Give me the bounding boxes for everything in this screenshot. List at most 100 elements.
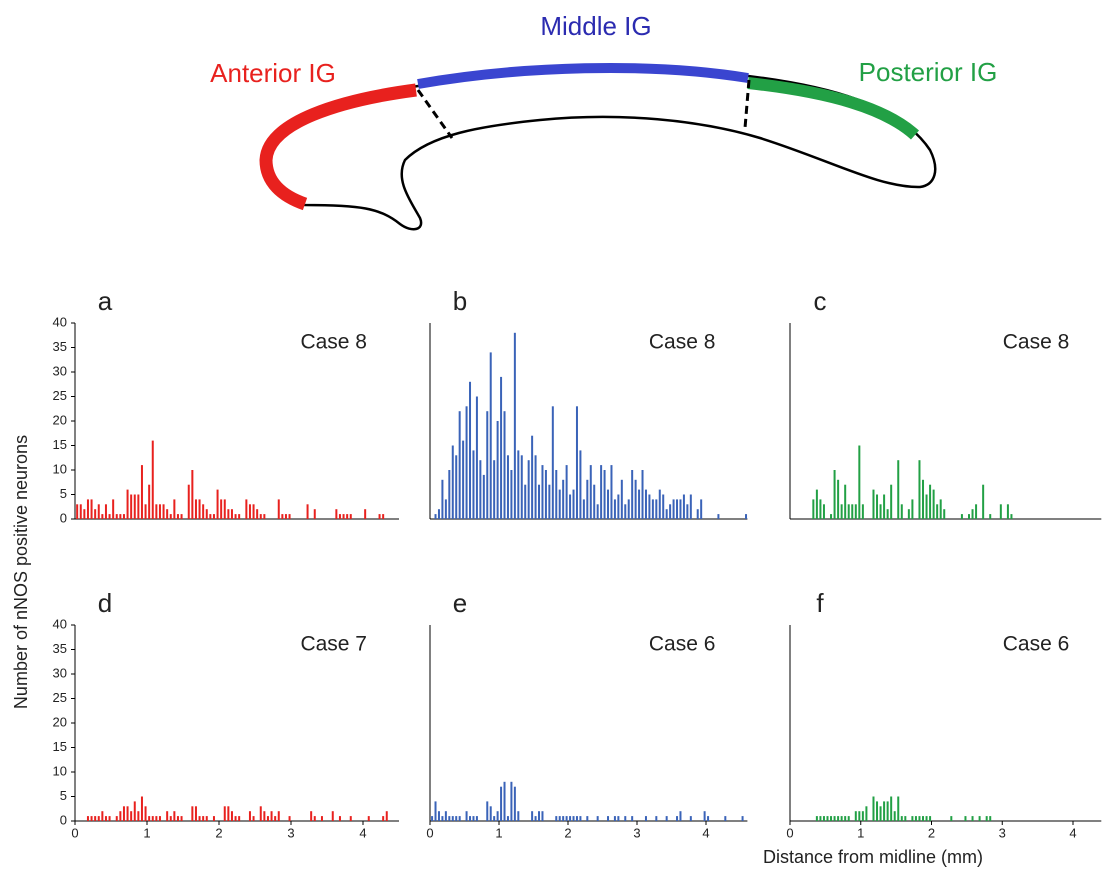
- bar: [613, 816, 616, 821]
- bar: [338, 816, 341, 821]
- bar: [840, 504, 843, 519]
- bar: [854, 811, 857, 821]
- bar: [579, 450, 582, 519]
- bar: [840, 816, 843, 821]
- posterior-band: [747, 77, 920, 140]
- bar: [115, 816, 118, 821]
- x-tick-label: 2: [564, 825, 571, 840]
- bar: [223, 499, 226, 519]
- y-tick-label: 5: [60, 486, 67, 501]
- y-tick-label: 15: [53, 437, 67, 452]
- bar: [510, 781, 513, 821]
- bar: [245, 499, 248, 519]
- bar: [655, 499, 658, 519]
- bar: [548, 484, 551, 519]
- bar: [1010, 514, 1013, 519]
- bar: [833, 470, 836, 519]
- bar: [479, 460, 482, 519]
- panel-title: Case 6: [649, 633, 716, 656]
- bar: [555, 816, 558, 821]
- bar: [918, 816, 921, 821]
- panel: a Case 8 0 5 10 15 20 25 30 35 40: [53, 286, 399, 525]
- bar: [572, 489, 575, 519]
- x-tick-label: 2: [928, 825, 935, 840]
- bar: [248, 811, 251, 821]
- bar: [665, 816, 668, 821]
- bar: [596, 504, 599, 519]
- bar: [284, 514, 287, 519]
- bar: [999, 504, 1002, 519]
- bar: [513, 332, 516, 519]
- bar: [861, 504, 864, 519]
- bar: [918, 460, 921, 519]
- bar: [331, 811, 334, 821]
- bar: [378, 514, 381, 519]
- bar: [510, 470, 513, 519]
- bar: [631, 470, 634, 519]
- bar: [830, 514, 833, 519]
- bar: [815, 816, 818, 821]
- bar: [872, 796, 875, 821]
- panel-letter: b: [453, 286, 467, 316]
- ig-diagram: Anterior IG Middle IG Posterior IG: [210, 11, 998, 231]
- bar: [349, 514, 352, 519]
- y-tick-label: 15: [53, 739, 67, 754]
- bar: [252, 816, 255, 821]
- bar: [266, 816, 269, 821]
- panel: d Case 7 0 5 10 15 20 25 30 35 40 0 1 2 3 4: [53, 588, 399, 840]
- bar: [489, 806, 492, 821]
- bar: [288, 514, 291, 519]
- bar: [263, 811, 266, 821]
- bar: [503, 781, 506, 821]
- bar: [911, 499, 914, 519]
- bar: [503, 411, 506, 519]
- bar: [94, 816, 97, 821]
- bar: [216, 489, 219, 519]
- x-tick-label: 0: [426, 825, 433, 840]
- bar: [876, 801, 879, 821]
- bar: [854, 504, 857, 519]
- bar: [382, 816, 385, 821]
- x-tick-label: 3: [633, 825, 640, 840]
- bar: [826, 816, 829, 821]
- bar: [158, 504, 161, 519]
- bar: [448, 816, 451, 821]
- bar: [858, 445, 861, 519]
- bar: [169, 514, 172, 519]
- bar: [822, 504, 825, 519]
- bar: [641, 470, 644, 519]
- bar: [137, 811, 140, 821]
- bar: [205, 509, 208, 519]
- bar: [524, 484, 527, 519]
- bar: [565, 465, 568, 519]
- region-label: Posterior IG: [859, 57, 998, 87]
- bar: [745, 514, 748, 519]
- bar: [534, 816, 537, 821]
- bar: [932, 489, 935, 519]
- bar: [472, 816, 475, 821]
- bar: [475, 816, 478, 821]
- bar: [342, 514, 345, 519]
- bar: [256, 509, 259, 519]
- bar: [144, 806, 147, 821]
- bar: [90, 499, 93, 519]
- bar: [166, 509, 169, 519]
- bar: [173, 811, 176, 821]
- bar: [851, 504, 854, 519]
- bar: [890, 484, 893, 519]
- y-tick-label: 10: [53, 461, 67, 476]
- bar: [847, 816, 850, 821]
- bar: [572, 816, 575, 821]
- bar: [922, 816, 925, 821]
- bar: [108, 816, 111, 821]
- region-label: Anterior IG: [210, 58, 336, 88]
- bar: [610, 465, 613, 519]
- bar: [741, 816, 744, 821]
- bar: [689, 494, 692, 519]
- panel-title: Case 6: [1003, 633, 1070, 656]
- bar: [465, 811, 468, 821]
- bar: [101, 811, 104, 821]
- panel: c Case 8: [789, 286, 1102, 520]
- bar: [277, 499, 280, 519]
- panel-title: Case 8: [300, 331, 367, 354]
